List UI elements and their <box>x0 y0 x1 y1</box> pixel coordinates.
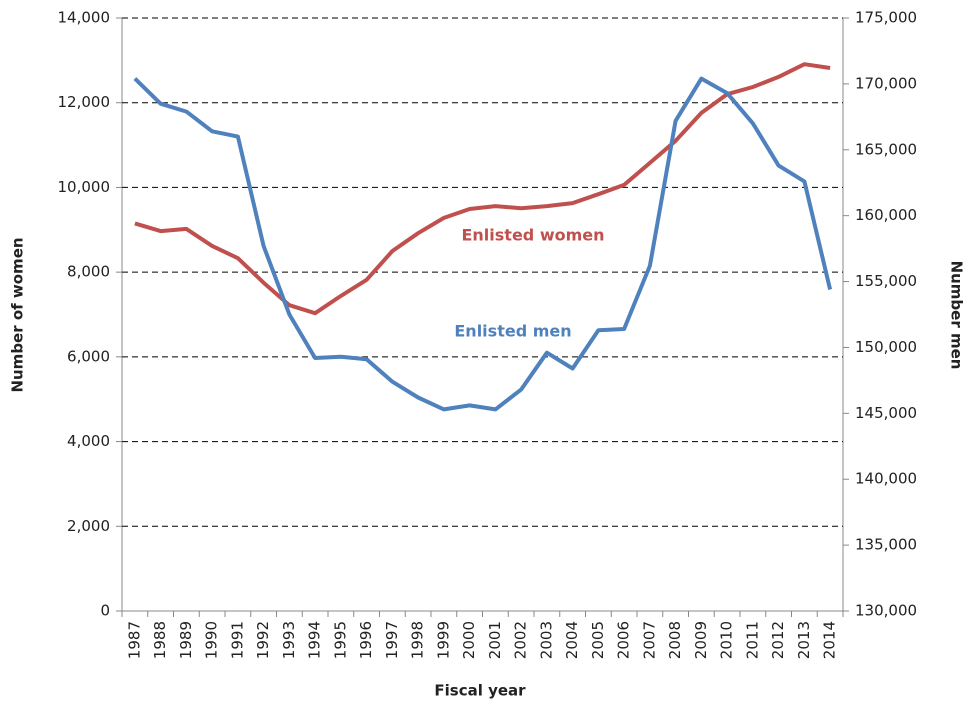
series-line <box>134 62 831 316</box>
y-tick-label: 2,000 <box>67 517 110 535</box>
y-tick-label: 8,000 <box>67 263 110 281</box>
x-tick-label: 2000 <box>460 621 478 659</box>
y2-tick-label: 135,000 <box>855 536 917 554</box>
y-tick-label: 0 <box>100 602 110 620</box>
y-tick-label: 14,000 <box>58 9 111 27</box>
x-tick-label: 2011 <box>743 621 761 659</box>
x-tick-label: 2009 <box>692 621 710 659</box>
series-line <box>133 76 833 412</box>
x-tick-label: 1999 <box>434 621 452 659</box>
x-tick-label: 1993 <box>280 621 298 659</box>
x-tick-label: 2002 <box>512 621 530 659</box>
x-tick-label: 2010 <box>718 621 736 659</box>
y2-tick-label: 130,000 <box>855 602 917 620</box>
x-tick-label: 2004 <box>563 621 581 659</box>
y2-tick-label: 145,000 <box>855 404 917 422</box>
x-tick-label: 2006 <box>615 621 633 659</box>
y-tick-label: 12,000 <box>58 93 111 111</box>
x-tick-label: 2013 <box>795 621 813 659</box>
y2-tick-label: 155,000 <box>855 272 917 290</box>
x-tick-label: 2012 <box>769 621 787 659</box>
x-axis-title: Fiscal year <box>434 682 526 700</box>
y-tick-label: 10,000 <box>58 178 111 196</box>
y2-tick-label: 150,000 <box>855 338 917 356</box>
x-tick-label: 1997 <box>383 621 401 659</box>
x-tick-label: 1988 <box>151 621 169 659</box>
x-tick-label: 1998 <box>409 621 427 659</box>
y-tick-label: 4,000 <box>67 432 110 450</box>
y2-tick-label: 140,000 <box>855 470 917 488</box>
x-tick-label: 2003 <box>537 621 555 659</box>
y2-tick-label: 175,000 <box>855 9 917 27</box>
x-tick-label: 1989 <box>177 621 195 659</box>
x-tick-label: 2001 <box>486 621 504 659</box>
x-tick-label: 2005 <box>589 621 607 659</box>
x-tick-label: 1992 <box>254 621 272 659</box>
y2-tick-label: 170,000 <box>855 74 917 92</box>
series-label: Enlisted men <box>454 322 571 341</box>
x-tick-label: 2008 <box>666 621 684 659</box>
x-tick-label: 2007 <box>640 621 658 659</box>
y2-tick-label: 160,000 <box>855 206 917 224</box>
x-tick-label: 2014 <box>821 621 839 659</box>
x-tick-label: 1991 <box>228 621 246 659</box>
x-tick-label: 1990 <box>203 621 221 659</box>
x-tick-label: 1987 <box>125 621 143 659</box>
x-tick-label: 1995 <box>331 621 349 659</box>
y-axis-title: Number of women <box>9 237 27 392</box>
y2-tick-label: 165,000 <box>855 140 917 158</box>
y2-axis-title: Number men <box>948 261 966 370</box>
x-tick-label: 1996 <box>357 621 375 659</box>
series-label: Enlisted women <box>461 226 604 245</box>
y-tick-label: 6,000 <box>67 347 110 365</box>
x-tick-label: 1994 <box>306 621 324 659</box>
